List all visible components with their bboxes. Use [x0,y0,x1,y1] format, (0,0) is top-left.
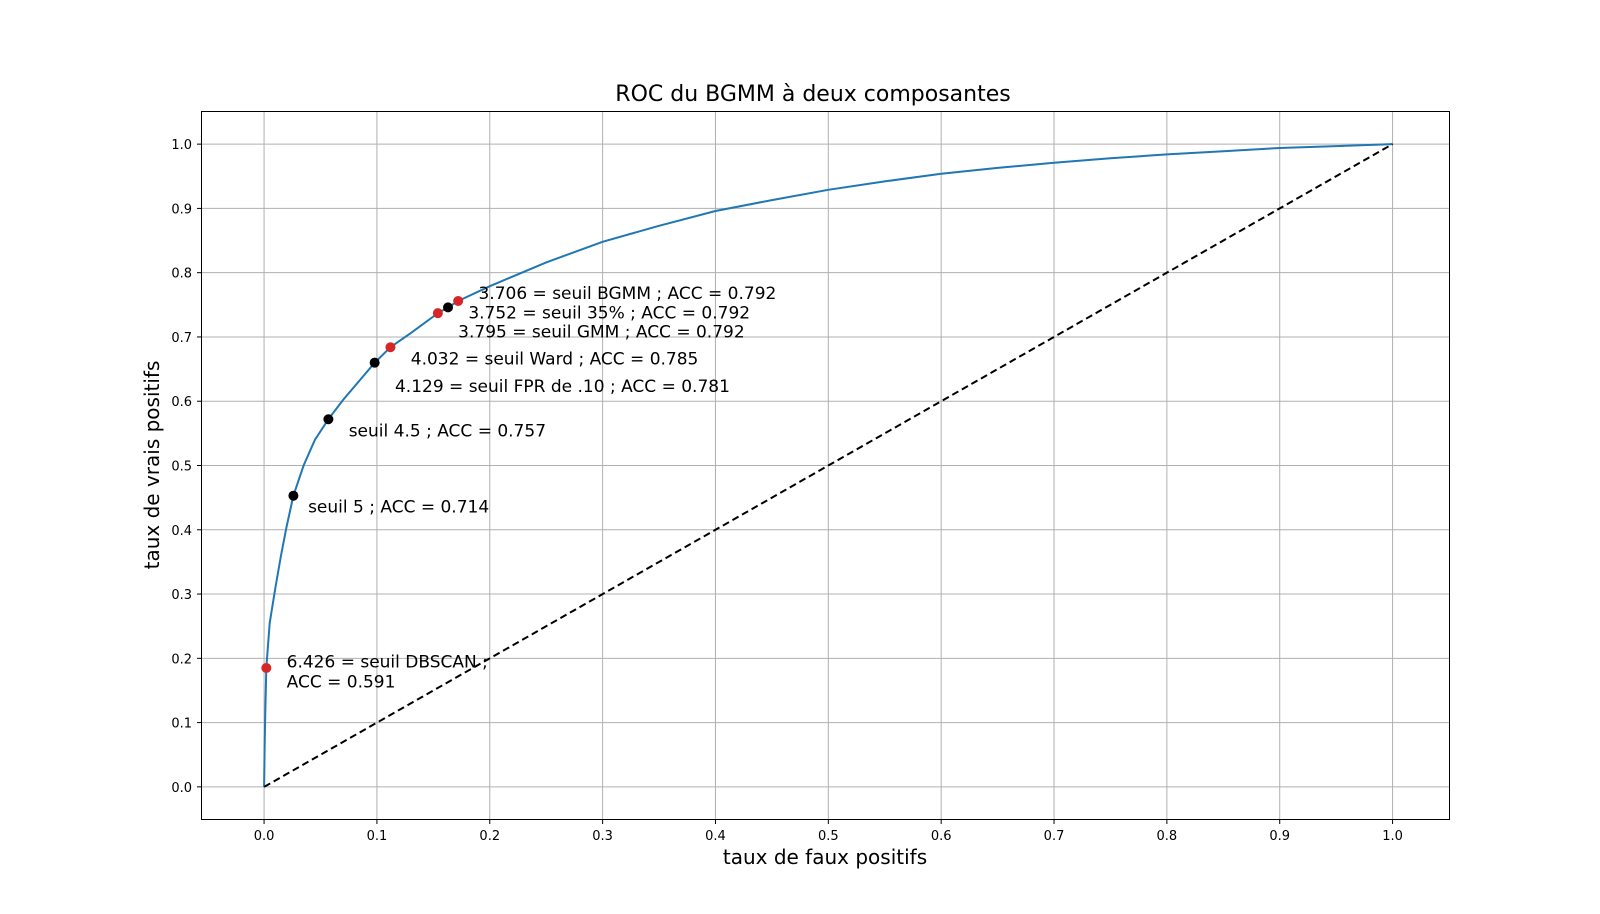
x-tick-label: 0.7 [1044,829,1065,844]
x-tick-label: 0.2 [479,829,500,844]
grid [202,112,1449,819]
point-annotation-line2: ACC = 0.591 [287,672,396,692]
point-annotation: seuil 5 ; ACC = 0.714 [308,497,489,517]
x-tick-label: 0.5 [818,829,839,844]
threshold-point [369,357,380,368]
y-tick-label: 0.9 [171,202,192,217]
axis-ticks: 0.0 0.1 0.2 0.3 0.4 0.5 0.6 0.7 0.8 0.9 1.0 0.0 0.1 0… [171,138,1403,844]
threshold-point [453,295,464,306]
y-tick-label: 0.4 [171,524,192,539]
x-tick-label: 0.1 [367,829,388,844]
chart-title: ROC du BGMM à deux composantes [615,82,1010,107]
point-annotation: 6.426 = seuil DBSCAN ; [287,652,488,672]
annotated-points [261,295,464,673]
threshold-point [261,662,272,673]
y-tick-label: 0.7 [171,331,192,346]
y-tick-label: 0.0 [171,781,192,796]
y-tick-label: 0.5 [171,460,192,475]
threshold-point [288,490,299,501]
x-tick-label: 0.9 [1269,829,1290,844]
x-tick-label: 1.0 [1382,829,1403,844]
x-tick-label: 0.3 [592,829,613,844]
y-tick-label: 0.6 [171,395,192,410]
x-tick-label: 0.0 [254,829,275,844]
y-tick-label: 0.2 [171,652,192,667]
x-axis-label: taux de faux positifs [723,845,927,869]
point-annotation: seuil 4.5 ; ACC = 0.757 [349,422,546,442]
threshold-point [432,308,443,319]
x-tick-label: 0.6 [931,829,952,844]
point-annotation: 4.129 = seuil FPR de .10 ; ACC = 0.781 [395,377,730,397]
plot-frame [201,111,1450,820]
diagonal-line [263,143,1394,788]
y-tick-label: 0.8 [171,267,192,282]
point-annotation: 3.706 = seuil BGMM ; ACC = 0.792 [478,284,776,304]
point-annotation: 4.032 = seuil Ward ; ACC = 0.785 [411,350,699,370]
threshold-point [323,414,334,425]
threshold-point [443,302,454,313]
x-tick-label: 0.4 [705,829,726,844]
point-annotation: 3.752 = seuil 35% ; ACC = 0.792 [468,303,750,323]
y-tick-label: 0.1 [171,717,192,732]
y-tick-label: 1.0 [171,138,192,153]
x-tick-label: 0.8 [1157,829,1178,844]
point-annotation: 3.795 = seuil GMM ; ACC = 0.792 [458,323,744,343]
y-axis-label: taux de vrais positifs [140,361,164,570]
y-tick-label: 0.3 [171,588,192,603]
threshold-point [385,342,396,353]
